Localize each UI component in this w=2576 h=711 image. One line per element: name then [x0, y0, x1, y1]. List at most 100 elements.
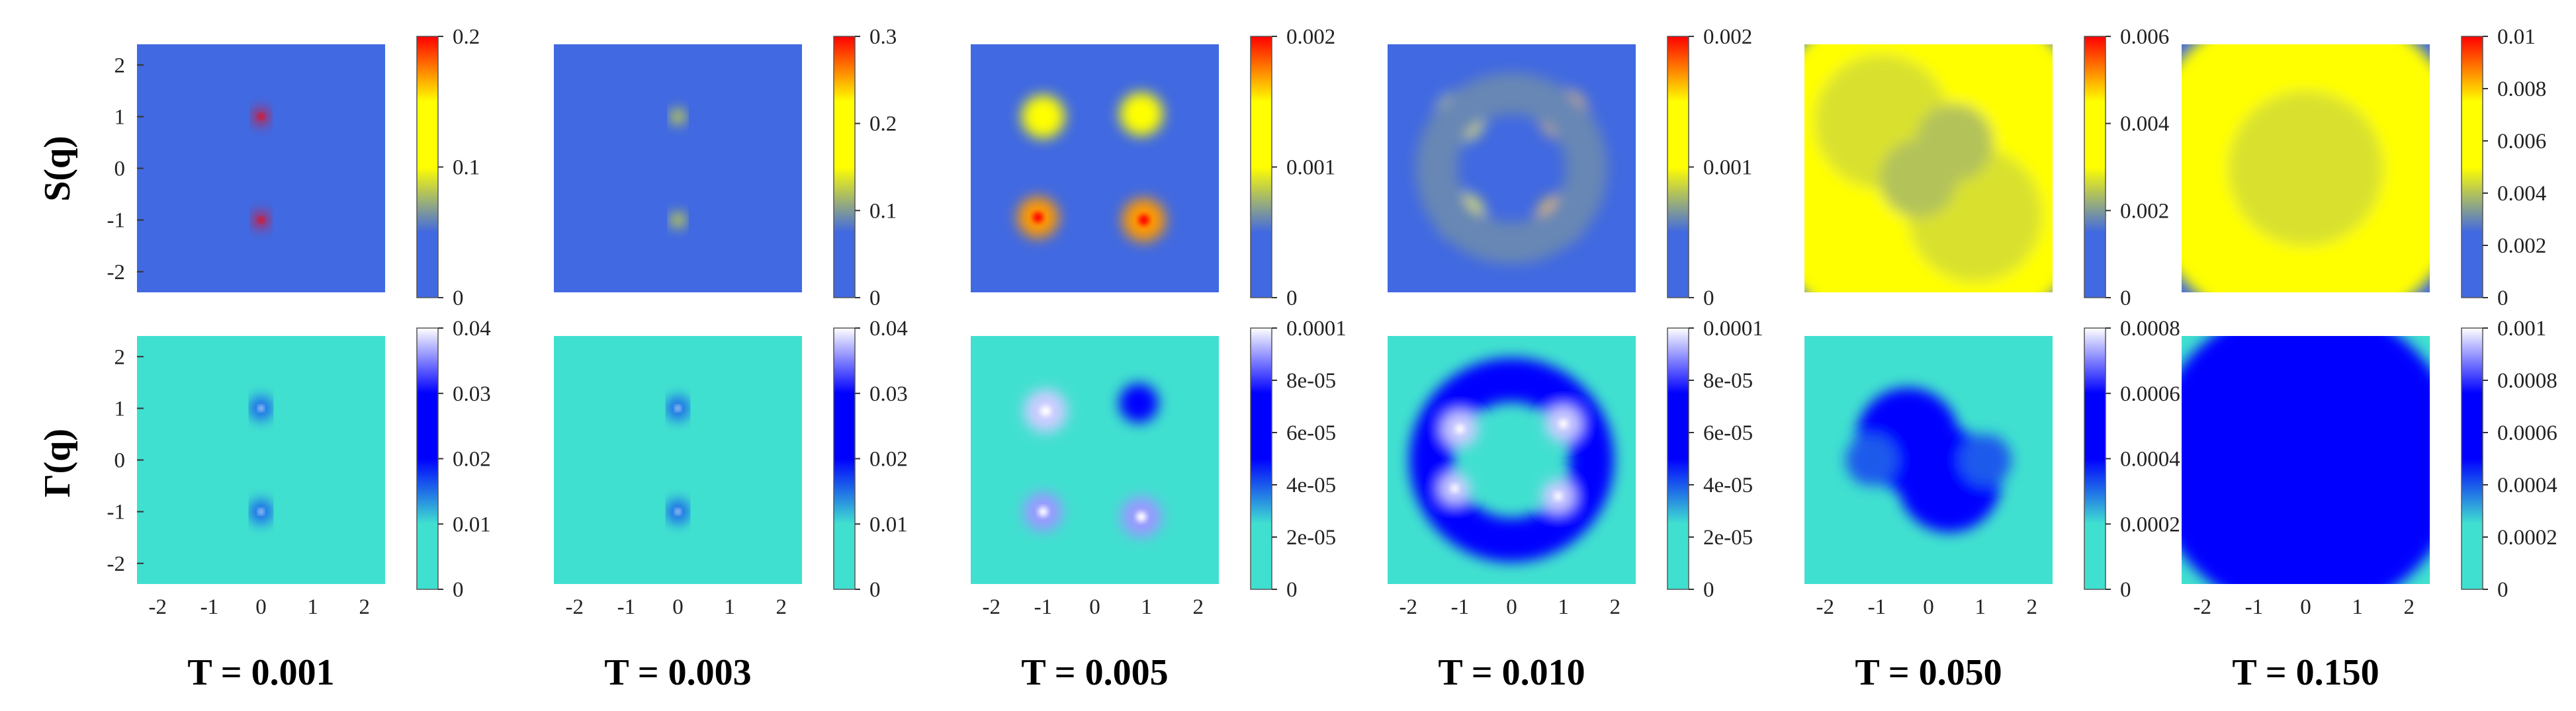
colorbar-tick-label: 0.002 — [1703, 25, 1752, 49]
heatmap-background — [554, 336, 802, 584]
heatmap-peak — [1032, 212, 1044, 223]
heatmap-peak — [258, 114, 264, 120]
heatmap-ring-core — [675, 405, 681, 411]
x-tick-label: -1 — [1868, 595, 1887, 619]
heatmap-peak — [1136, 511, 1147, 523]
s-heatmap-6 — [2182, 44, 2430, 292]
colorbar-tick-label: 0.04 — [453, 317, 491, 341]
colorbar-tick-label: 0.004 — [2120, 112, 2169, 136]
y-tick-label: 0 — [114, 157, 126, 181]
x-tick-label: 1 — [1975, 595, 1986, 619]
colorbar-tick-label: 0 — [2497, 286, 2509, 310]
colorbar-tick-label: 0.02 — [453, 448, 491, 472]
x-tick-label: -2 — [1399, 595, 1418, 619]
colorbar-tick-label: 0.01 — [2497, 25, 2536, 49]
colorbar-tick-label: 0.0002 — [2120, 513, 2180, 536]
colorbar-tick-label: 0.0004 — [2497, 474, 2557, 497]
panel-2: 0.3 0.2 0.1 0 -2 -1 0 1 2 0.04 0.03 0.02 0.01 0 T = 0.… — [554, 25, 908, 693]
colorbar-tick-label: 0 — [1703, 578, 1714, 602]
colorbar-tick-label: 0.0002 — [2497, 526, 2557, 550]
x-tick-label: 1 — [1558, 595, 1569, 619]
x-tick-label: 0 — [1923, 595, 1934, 619]
heatmap-blob — [2228, 382, 2383, 538]
colorbar — [833, 36, 856, 298]
x-tick-label: -2 — [1816, 595, 1835, 619]
colorbar — [2461, 36, 2483, 298]
colorbar — [2461, 327, 2483, 590]
colorbar-tick-label: 0.0008 — [2120, 317, 2180, 341]
colorbar — [416, 36, 439, 298]
colorbar — [833, 327, 856, 590]
x-tick-label: 1 — [1141, 595, 1152, 619]
colorbar-tick-label: 0 — [453, 578, 464, 602]
colorbar-tick-label: 2e-05 — [1703, 526, 1753, 550]
heatmap-peak — [1558, 419, 1568, 429]
heatmap-peak — [1038, 507, 1048, 517]
heatmap-ring — [250, 501, 272, 523]
colorbar-tick-label: 0.03 — [453, 382, 491, 406]
colorbar-tick-label: 0.3 — [869, 25, 897, 49]
gamma-heatmap-5 — [1804, 336, 2053, 584]
colorbar-tick-label: 0.01 — [453, 513, 491, 536]
panel-3: 0.002 0.001 0 -2 -1 0 1 2 0.0001 8e-05 6e-05 4e-05 2… — [971, 25, 1347, 693]
x-tick-label: 2 — [1193, 595, 1204, 619]
heatmap-ring — [250, 397, 272, 419]
row-labels: S(q) Γ(q) — [37, 136, 78, 497]
y-tick-label: 1 — [114, 105, 126, 129]
temperature-label: T = 0.005 — [1021, 652, 1168, 693]
colorbar-tick-label: 0.1 — [869, 199, 897, 223]
colorbar-tick-label: 0.001 — [2497, 317, 2546, 341]
heatmap-ring-core — [675, 509, 681, 515]
heatmap-ring — [1409, 358, 1614, 562]
colorbar-tick-label: 0.002 — [2497, 234, 2546, 258]
x-tick-label: 0 — [1089, 595, 1100, 619]
colorbar-tick-label: 0.001 — [1286, 156, 1335, 180]
colorbar-tick-label: 0.0001 — [1286, 317, 1347, 341]
colorbar-tick-label: 0 — [1286, 578, 1298, 602]
heatmap-background — [554, 44, 802, 292]
x-tick-label: 0 — [2300, 595, 2311, 619]
heatmap-ring-core — [258, 509, 264, 515]
colorbar-tick-label: 0.004 — [2497, 182, 2546, 206]
colorbar-tick-label: 0.03 — [869, 382, 908, 406]
heatmap-peak — [1450, 484, 1459, 493]
x-tick-label: 0 — [1506, 595, 1517, 619]
gamma-heatmap-1 — [137, 336, 385, 584]
panel-6: 0.01 0.008 0.006 0.004 0.002 0 -2 -1 0 1 2 0.001 0.0… — [2182, 25, 2557, 693]
heatmap-background — [137, 336, 385, 584]
colorbar-tick-label: 0 — [869, 286, 881, 310]
y-tick-label: -1 — [107, 501, 126, 524]
colorbar-tick-label: 0 — [2497, 578, 2509, 602]
colorbar-tick-label: 0 — [869, 578, 881, 602]
heatmap-peak — [1040, 405, 1051, 417]
heatmap-peak — [258, 217, 264, 223]
colorbar-tick-label: 0 — [2120, 286, 2131, 310]
gamma-heatmap-2 — [554, 336, 802, 584]
colorbar-tick-label: 0.1 — [453, 156, 480, 180]
temperature-label: T = 0.003 — [604, 652, 751, 693]
heatmap-blob — [1845, 434, 1898, 486]
colorbar-tick-label: 8e-05 — [1703, 369, 1753, 393]
temperature-label: T = 0.010 — [1438, 652, 1585, 693]
colorbar — [416, 327, 439, 590]
heatmap-ring — [1416, 73, 1607, 264]
x-tick-label: 2 — [2404, 595, 2415, 619]
temperature-label: T = 0.050 — [1855, 652, 2002, 693]
y-tick-label: 0 — [114, 449, 126, 473]
heatmap-blob — [1120, 92, 1163, 136]
heatmap-background — [971, 336, 1219, 584]
gamma-heatmap-4 — [1388, 336, 1636, 584]
colorbar-tick-label: 0.2 — [869, 112, 897, 136]
y-tick-label: 2 — [114, 54, 126, 77]
gamma-heatmap-6 — [2182, 336, 2430, 584]
colorbar-tick-label: 0 — [453, 286, 464, 310]
heatmap-ring-core — [258, 405, 264, 411]
x-tick-label: -1 — [200, 595, 219, 619]
colorbar-tick-label: 0.006 — [2497, 130, 2546, 153]
x-tick-label: 0 — [672, 595, 684, 619]
x-tick-label: 2 — [2027, 595, 2038, 619]
colorbar — [1250, 36, 1272, 298]
heatmap-blob — [1915, 103, 1994, 182]
x-tick-label: -1 — [1451, 595, 1470, 619]
